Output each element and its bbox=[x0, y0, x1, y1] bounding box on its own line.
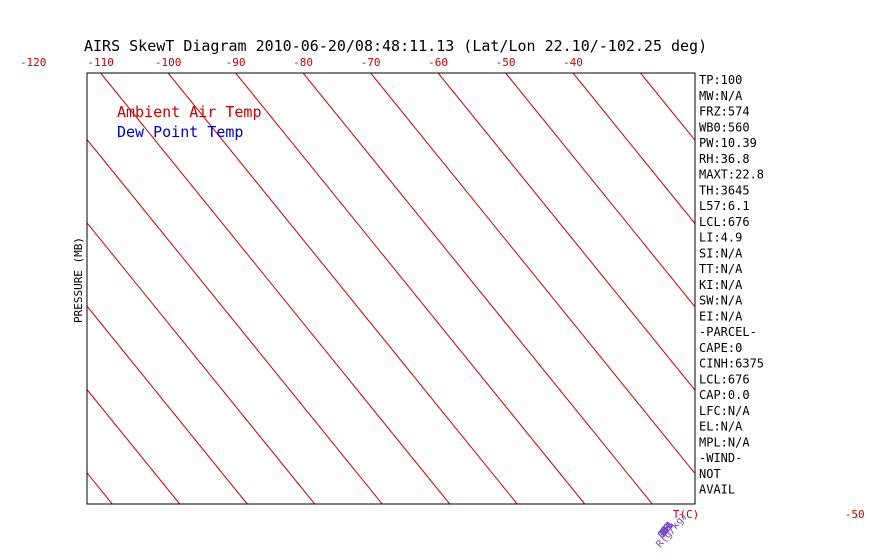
stat-item: EI:N/A bbox=[699, 309, 743, 323]
isotherm-line bbox=[87, 472, 113, 504]
isotherm-line bbox=[87, 305, 248, 504]
stat-item: NOT bbox=[699, 467, 721, 481]
isotherm-line bbox=[235, 73, 586, 504]
mixing-ratio-label: 3 bbox=[660, 525, 672, 537]
mixing-ratio-label: 6 bbox=[660, 525, 672, 537]
stat-item: MPL:N/A bbox=[699, 435, 750, 449]
stat-item: RH:36.8 bbox=[699, 152, 750, 166]
mixing-ratio-label: 8 bbox=[660, 525, 672, 537]
stat-item: CAPE:0 bbox=[699, 341, 742, 355]
temp-unit-label: T(C) bbox=[673, 508, 700, 521]
stat-item: TT:N/A bbox=[699, 262, 743, 276]
mixing-ratio-label: 4 bbox=[660, 525, 672, 537]
stat-item: MW:N/A bbox=[699, 89, 743, 103]
top-temp-tick-label: -90 bbox=[226, 56, 246, 69]
isotherm-line bbox=[843, 73, 870, 504]
stat-item: FRZ:574 bbox=[699, 105, 750, 119]
top-temp-tick-label: -80 bbox=[293, 56, 313, 69]
chart-title: AIRS SkewT Diagram 2010-06-20/08:48:11.1… bbox=[84, 37, 707, 55]
isotherm-line bbox=[370, 73, 695, 475]
plot-frame bbox=[86, 72, 696, 505]
top-temp-tick-label: -100 bbox=[155, 56, 182, 69]
top-temp-tick-label: -110 bbox=[87, 56, 114, 69]
bottom-temp-tick-label: -50 bbox=[845, 508, 865, 521]
isotherm-line bbox=[87, 388, 181, 504]
mixing-ratio-label: 1 bbox=[660, 525, 672, 537]
legend-ambient-air-temp: Ambient Air Temp bbox=[117, 103, 262, 121]
stat-item: CAP:0.0 bbox=[699, 388, 750, 402]
stat-item: MAXT:22.8 bbox=[699, 168, 764, 182]
stat-item: CINH:6375 bbox=[699, 357, 764, 371]
stat-item: PW:10.39 bbox=[699, 136, 757, 150]
stat-item: -WIND- bbox=[699, 451, 742, 465]
stat-item: TP:100 bbox=[699, 73, 742, 87]
stat-item: EL:N/A bbox=[699, 420, 743, 434]
mixing-ratio-label: 2 bbox=[660, 525, 672, 537]
stat-item: L57:6.1 bbox=[699, 199, 750, 213]
legend-dew-point-temp: Dew Point Temp bbox=[117, 123, 243, 141]
stat-item: TH:3645 bbox=[699, 183, 750, 197]
stat-item: SW:N/A bbox=[699, 294, 743, 308]
isotherm-line bbox=[437, 73, 695, 391]
isotherm-line bbox=[505, 73, 695, 308]
stat-item: WB0:560 bbox=[699, 120, 750, 134]
isotherm-line bbox=[167, 73, 518, 504]
stat-item: LI:4.9 bbox=[699, 231, 742, 245]
isotherm-line bbox=[776, 73, 870, 504]
top-temp-tick-label: -40 bbox=[563, 56, 583, 69]
isotherm-line bbox=[302, 73, 653, 504]
stat-item: LFC:N/A bbox=[699, 404, 750, 418]
isotherm-line bbox=[87, 222, 316, 504]
stat-item: KI:N/A bbox=[699, 278, 743, 292]
stat-item: LCL:676 bbox=[699, 372, 750, 386]
top-temp-tick-label: -70 bbox=[361, 56, 381, 69]
isotherm-line bbox=[87, 138, 383, 504]
isotherm-line bbox=[100, 73, 451, 504]
top-temp-tick-label: -50 bbox=[496, 56, 516, 69]
top-temp-tick-label: -120 bbox=[20, 56, 47, 69]
top-temp-tick-label: -60 bbox=[428, 56, 448, 69]
isotherm-line bbox=[572, 73, 695, 225]
stat-item: LCL:676 bbox=[699, 215, 750, 229]
stat-item: AVAIL bbox=[699, 483, 735, 497]
stat-item: -PARCEL- bbox=[699, 325, 757, 339]
y-axis-label: PRESSURE (MB) bbox=[72, 237, 85, 323]
stat-item: SI:N/A bbox=[699, 246, 743, 260]
